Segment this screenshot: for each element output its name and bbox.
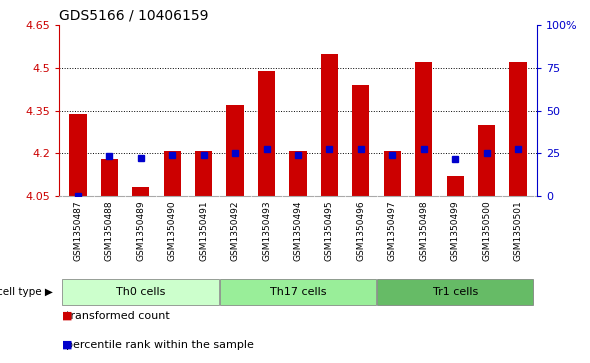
Text: transformed count: transformed count xyxy=(59,311,170,321)
Bar xyxy=(132,187,149,196)
Text: GSM1350493: GSM1350493 xyxy=(262,200,271,261)
Bar xyxy=(195,151,212,196)
FancyBboxPatch shape xyxy=(63,279,219,305)
Text: GSM1350501: GSM1350501 xyxy=(513,200,523,261)
FancyBboxPatch shape xyxy=(219,279,376,305)
Bar xyxy=(69,114,87,196)
Text: GSM1350487: GSM1350487 xyxy=(73,200,83,261)
FancyBboxPatch shape xyxy=(377,279,533,305)
Text: ■: ■ xyxy=(62,340,73,350)
Bar xyxy=(352,85,369,196)
Text: GSM1350492: GSM1350492 xyxy=(231,200,240,261)
Text: cell type ▶: cell type ▶ xyxy=(0,287,53,297)
Text: GSM1350499: GSM1350499 xyxy=(451,200,460,261)
Bar xyxy=(101,159,118,196)
Text: GSM1350488: GSM1350488 xyxy=(105,200,114,261)
Text: GSM1350495: GSM1350495 xyxy=(325,200,334,261)
Text: GSM1350489: GSM1350489 xyxy=(136,200,145,261)
Text: GSM1350494: GSM1350494 xyxy=(293,200,303,261)
Text: GSM1350490: GSM1350490 xyxy=(168,200,176,261)
Text: GSM1350498: GSM1350498 xyxy=(419,200,428,261)
Text: Th17 cells: Th17 cells xyxy=(270,287,326,297)
Bar xyxy=(289,151,307,196)
Bar xyxy=(384,151,401,196)
Text: GSM1350496: GSM1350496 xyxy=(356,200,365,261)
Text: ■: ■ xyxy=(62,311,73,321)
Text: GSM1350497: GSM1350497 xyxy=(388,200,396,261)
Bar xyxy=(321,54,338,196)
Bar xyxy=(478,125,495,196)
Text: percentile rank within the sample: percentile rank within the sample xyxy=(59,340,254,350)
Text: GDS5166 / 10406159: GDS5166 / 10406159 xyxy=(59,9,208,23)
Bar xyxy=(509,62,527,196)
Text: Tr1 cells: Tr1 cells xyxy=(432,287,478,297)
Bar xyxy=(415,62,432,196)
Text: GSM1350491: GSM1350491 xyxy=(199,200,208,261)
Bar xyxy=(227,105,244,196)
Bar xyxy=(447,176,464,196)
Bar xyxy=(163,151,181,196)
Text: GSM1350500: GSM1350500 xyxy=(482,200,491,261)
Bar xyxy=(258,71,275,196)
Text: Th0 cells: Th0 cells xyxy=(116,287,165,297)
